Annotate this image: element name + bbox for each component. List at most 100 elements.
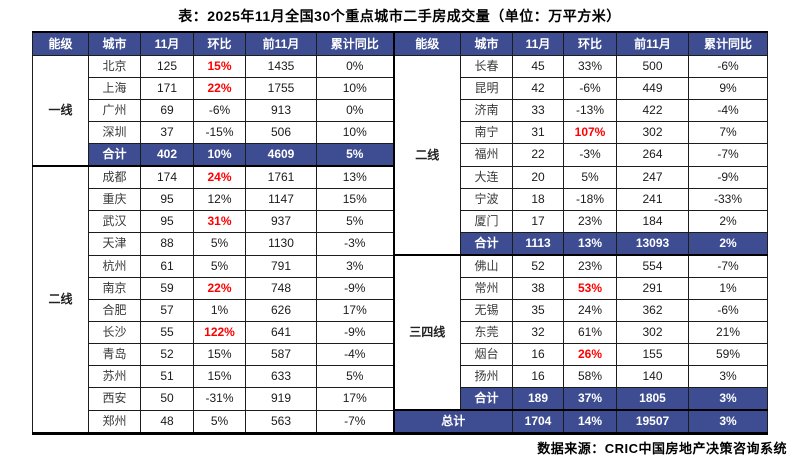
subtotal-yoy: 2% bbox=[688, 232, 768, 256]
city-cell: 长沙 bbox=[88, 321, 141, 344]
table-row: 天津 88 5% 1130 -3% 合计 1113 13% 13093 2% bbox=[33, 232, 768, 256]
yoy-value: -7% bbox=[316, 409, 394, 434]
city-cell: 南宁 bbox=[460, 121, 513, 144]
yoy-value: -9% bbox=[688, 165, 768, 189]
yoy-value: 17% bbox=[316, 299, 394, 322]
prev11-value: 140 bbox=[616, 365, 689, 388]
total-yoy: 3% bbox=[688, 409, 768, 434]
table-row: 上海 171 22% 1755 10% 昆明 42 -6% 449 9% bbox=[33, 77, 768, 100]
subtotal-yoy: 3% bbox=[688, 387, 768, 411]
mom-value: 24% bbox=[563, 299, 617, 322]
total-nov: 1704 bbox=[512, 409, 564, 434]
mom-value: 5% bbox=[193, 409, 246, 434]
mom-value: -18% bbox=[563, 188, 617, 211]
nov-value: 42 bbox=[512, 77, 564, 100]
tier-cell: 三四线 bbox=[392, 254, 461, 411]
header-nov: 11月 bbox=[140, 31, 194, 56]
mom-value: -6% bbox=[193, 99, 246, 122]
prev11-value: 1755 bbox=[245, 77, 317, 100]
nov-value: 35 bbox=[512, 299, 564, 322]
subtotal-label: 合计 bbox=[460, 232, 513, 256]
prev11-value: 247 bbox=[616, 165, 689, 189]
yoy-value: 10% bbox=[316, 77, 394, 100]
nov-value: 61 bbox=[140, 254, 194, 278]
city-cell: 武汉 bbox=[88, 210, 141, 233]
yoy-value: -33% bbox=[688, 188, 768, 211]
nov-value: 95 bbox=[140, 210, 194, 233]
mom-value: 22% bbox=[193, 277, 246, 300]
prev11-value: 563 bbox=[245, 409, 317, 434]
mom-value: 31% bbox=[193, 210, 246, 233]
prev11-value: 241 bbox=[616, 188, 689, 211]
nov-value: 52 bbox=[512, 254, 564, 278]
header-yoy: 累计同比 bbox=[316, 31, 394, 56]
tier-cell: 二线 bbox=[392, 55, 461, 256]
yoy-value: -9% bbox=[316, 277, 394, 300]
yoy-value: -4% bbox=[688, 99, 768, 122]
nov-value: 125 bbox=[140, 55, 194, 78]
header-mom: 环比 bbox=[563, 31, 617, 56]
header-yoy: 累计同比 bbox=[688, 31, 768, 56]
nov-value: 51 bbox=[140, 365, 194, 388]
nov-value: 174 bbox=[140, 165, 194, 189]
prev11-value: 587 bbox=[245, 343, 317, 366]
header-prev11: 前11月 bbox=[245, 31, 317, 56]
yoy-value: 1% bbox=[688, 277, 768, 300]
yoy-value: -3% bbox=[316, 232, 394, 256]
mom-value: 58% bbox=[563, 365, 617, 388]
yoy-value: 21% bbox=[688, 321, 768, 344]
prev11-value: 913 bbox=[245, 99, 317, 122]
mom-value: 23% bbox=[563, 254, 617, 278]
header-nov: 11月 bbox=[512, 31, 564, 56]
subtotal-prev11: 1805 bbox=[616, 387, 689, 411]
yoy-value: 7% bbox=[688, 121, 768, 144]
nov-value: 16 bbox=[512, 365, 564, 388]
tier-cell: 一线 bbox=[32, 55, 89, 167]
mom-value: -6% bbox=[563, 77, 617, 100]
nov-value: 95 bbox=[140, 188, 194, 211]
prev11-value: 1130 bbox=[245, 232, 317, 256]
nov-value: 59 bbox=[140, 277, 194, 300]
subtotal-nov: 402 bbox=[140, 143, 194, 167]
header-tier: 能级 bbox=[32, 31, 89, 56]
subtotal-label: 合计 bbox=[460, 387, 513, 411]
prev11-value: 919 bbox=[245, 387, 317, 411]
table-row: 合肥 57 1% 626 17% 无锡 35 24% 362 -6% bbox=[33, 299, 768, 322]
header-city: 城市 bbox=[88, 31, 141, 56]
prev11-value: 1761 bbox=[245, 165, 317, 189]
city-cell: 西安 bbox=[88, 387, 141, 411]
city-cell: 苏州 bbox=[88, 365, 141, 388]
nov-value: 22 bbox=[512, 143, 564, 167]
prev11-value: 554 bbox=[616, 254, 689, 278]
table-row: 武汉 95 31% 937 5% 厦门 17 23% 184 2% bbox=[33, 210, 768, 233]
nov-value: 69 bbox=[140, 99, 194, 122]
nov-value: 16 bbox=[512, 343, 564, 366]
prev11-value: 748 bbox=[245, 277, 317, 300]
mom-value: 53% bbox=[563, 277, 617, 300]
nov-value: 32 bbox=[512, 321, 564, 344]
prev11-value: 937 bbox=[245, 210, 317, 233]
yoy-value: -6% bbox=[688, 55, 768, 78]
yoy-value: 0% bbox=[316, 55, 394, 78]
city-cell: 北京 bbox=[88, 55, 141, 78]
prev11-value: 264 bbox=[616, 143, 689, 167]
subtotal-mom: 13% bbox=[563, 232, 617, 256]
city-cell: 烟台 bbox=[460, 343, 513, 366]
mom-value: 12% bbox=[193, 188, 246, 211]
table-body: 一线 北京 125 15% 1435 0% 二线 长春 45 33% 500 -6% 上海 171 22% 1… bbox=[32, 55, 768, 434]
nov-value: 33 bbox=[512, 99, 564, 122]
yoy-value: -9% bbox=[316, 321, 394, 344]
yoy-value: 5% bbox=[316, 210, 394, 233]
prev11-value: 500 bbox=[616, 55, 689, 78]
city-cell: 无锡 bbox=[460, 299, 513, 322]
prev11-value: 291 bbox=[616, 277, 689, 300]
yoy-value: 17% bbox=[316, 387, 394, 411]
prev11-value: 1435 bbox=[245, 55, 317, 78]
nov-value: 37 bbox=[140, 121, 194, 144]
header-city: 城市 bbox=[460, 31, 513, 56]
nov-value: 18 bbox=[512, 188, 564, 211]
table-row: 深圳 37 -15% 506 10% 南宁 31 107% 302 7% bbox=[33, 121, 768, 144]
mom-value: 5% bbox=[193, 232, 246, 256]
subtotal-nov: 189 bbox=[512, 387, 564, 411]
transactions-table: 能级 城市 11月 环比 前11月 累计同比 能级 城市 11月 环比 前11月… bbox=[32, 31, 768, 435]
